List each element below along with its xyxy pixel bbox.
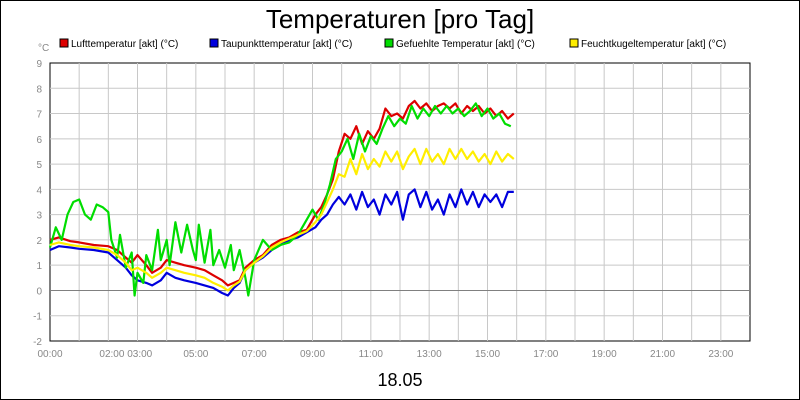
x-tick-label: 19:00 — [592, 349, 617, 360]
y-tick-label: 6 — [36, 135, 42, 146]
legend-swatch — [569, 38, 579, 48]
series-line-2 — [49, 188, 514, 297]
legend-label: Taupunkttemperatur [akt] (°C) — [221, 39, 352, 50]
series-line-4 — [49, 147, 515, 292]
series-line-3 — [48, 102, 512, 297]
series-layer — [48, 99, 515, 297]
y-tick-label: 4 — [36, 185, 42, 196]
date-label: 18.05 — [377, 370, 422, 390]
x-tick-label: 17:00 — [533, 349, 558, 360]
x-tick-label: 13:00 — [417, 349, 442, 360]
y-tick-label: -2 — [33, 337, 42, 348]
x-axis-ticks: 00:00 02:00 03:00 05:00 07:00 09:00 11:00 13:0… — [37, 349, 733, 360]
x-tick-label: 00:00 — [37, 349, 62, 360]
legend-item: Feuchtkugeltemperatur [akt] (°C) — [569, 38, 726, 50]
x-tick-label: 21:00 — [650, 349, 675, 360]
y-tick-label: 2 — [36, 236, 42, 247]
x-tick-label: 05:00 — [183, 349, 208, 360]
legend-item: Taupunkttemperatur [akt] (°C) — [209, 38, 352, 50]
x-tick-label: 23:00 — [708, 349, 733, 360]
legend-label: Gefuehlte Temperatur [akt] (°C) — [396, 39, 535, 50]
legend-item: Gefuehlte Temperatur [akt] (°C) — [384, 38, 535, 50]
y-axis-ticks: -2 -1 0 1 2 3 4 5 6 7 8 9 — [33, 59, 42, 348]
y-tick-label: 1 — [36, 261, 42, 272]
y-tick-label: 7 — [36, 110, 42, 121]
y-tick-label: -1 — [33, 312, 42, 323]
chart-title: Temperaturen [pro Tag] — [266, 4, 534, 34]
y-tick-label: 9 — [36, 59, 42, 70]
y-unit-label: °C — [38, 43, 49, 54]
x-tick-label: 15:00 — [475, 349, 500, 360]
x-tick-label: 07:00 — [242, 349, 267, 360]
y-tick-label: 5 — [36, 160, 42, 171]
legend-swatch — [59, 38, 69, 48]
legend-label: Feuchtkugeltemperatur [akt] (°C) — [581, 39, 726, 50]
x-tick-label: 02:00 03:00 — [99, 349, 152, 360]
y-tick-label: 8 — [36, 84, 42, 95]
legend-label: Lufttemperatur [akt] (°C) — [71, 39, 178, 50]
legend-item: Lufttemperatur [akt] (°C) — [59, 38, 178, 50]
legend: Lufttemperatur [akt] (°C) Taupunkttempera… — [59, 38, 726, 50]
x-tick-label: 09:00 — [300, 349, 325, 360]
legend-swatch — [209, 38, 219, 48]
x-tick-label: 11:00 — [359, 349, 384, 360]
y-tick-label: 3 — [36, 211, 42, 222]
y-tick-label: 0 — [36, 286, 42, 297]
legend-swatch — [384, 38, 394, 48]
